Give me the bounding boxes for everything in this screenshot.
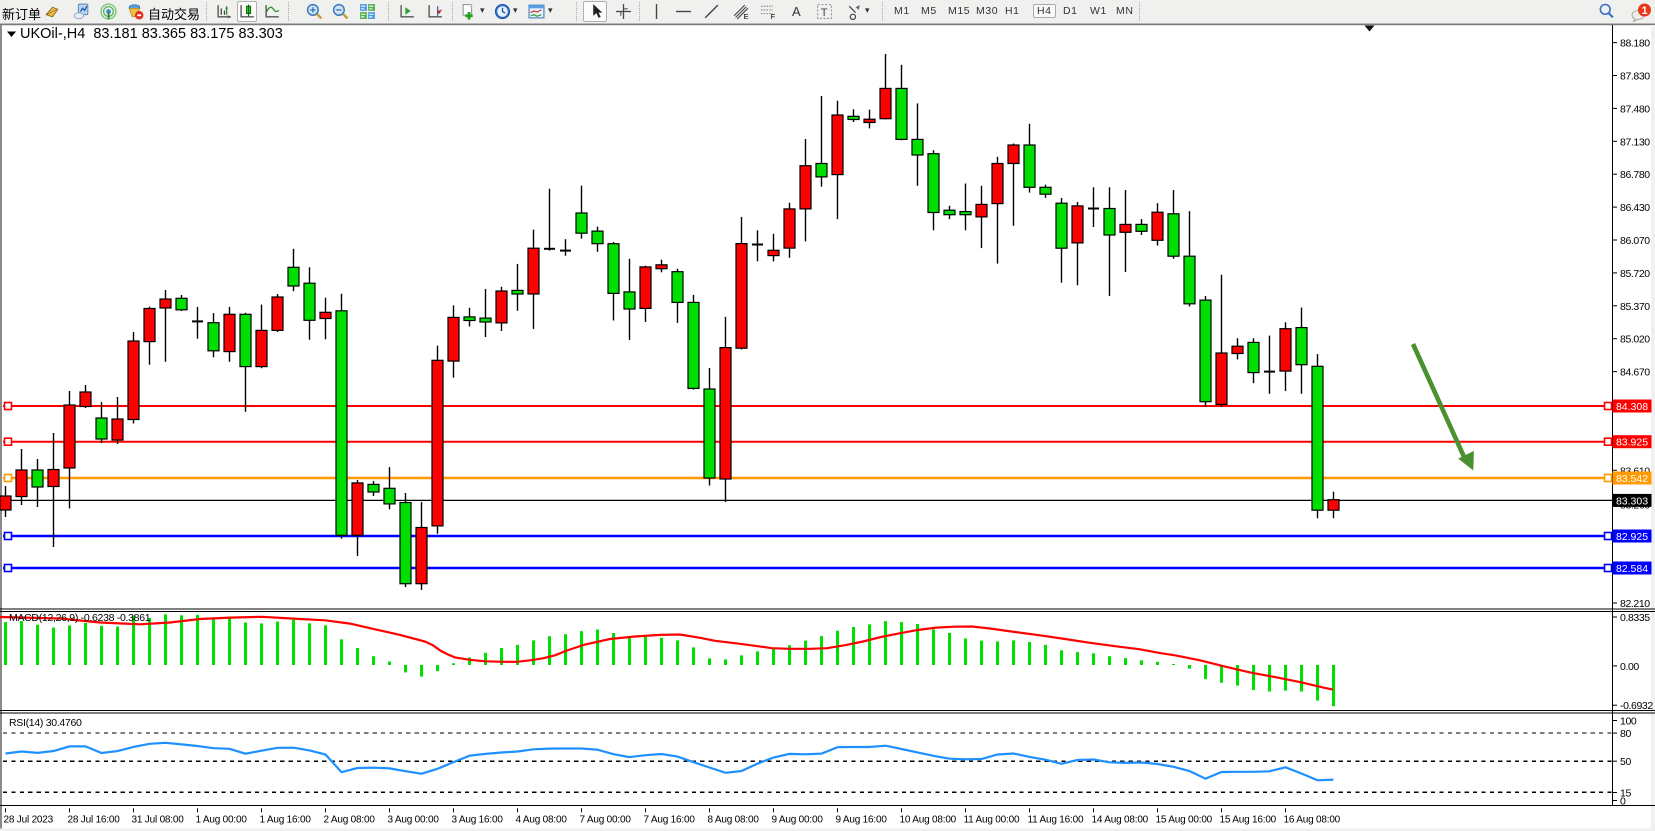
svg-text:14 Aug 08:00: 14 Aug 08:00 [1092,814,1149,825]
svg-text:100: 100 [1620,716,1637,728]
svg-text:85.020: 85.020 [1620,334,1650,346]
svg-text:7 Aug 16:00: 7 Aug 16:00 [644,814,696,825]
svg-text:1 Aug 16:00: 1 Aug 16:00 [260,814,312,825]
svg-text:MACD(12,26,9) -0.6238 -0.3861: MACD(12,26,9) -0.6238 -0.3861 [9,612,151,624]
svg-text:3 Aug 16:00: 3 Aug 16:00 [452,814,504,825]
svg-text:84.670: 84.670 [1620,367,1650,379]
svg-text:87.830: 87.830 [1620,71,1650,83]
svg-text:1 Aug 00:00: 1 Aug 00:00 [196,814,248,825]
svg-text:80: 80 [1620,728,1631,740]
svg-text:83.542: 83.542 [1616,473,1648,485]
svg-text:82.925: 82.925 [1616,531,1648,543]
svg-text:84.308: 84.308 [1616,401,1648,413]
svg-text:UKOil-,H4 83.181 83.365 83.17: UKOil-,H4 83.181 83.365 83.175 83.303 [20,26,283,42]
svg-text:11 Aug 00:00: 11 Aug 00:00 [964,814,1020,825]
svg-text:-0.6932: -0.6932 [1620,700,1653,712]
svg-text:82.584: 82.584 [1616,563,1648,575]
svg-text:85.370: 85.370 [1620,301,1650,313]
svg-text:16 Aug 08:00: 16 Aug 08:00 [1284,814,1341,825]
svg-text:10 Aug 08:00: 10 Aug 08:00 [900,814,957,825]
svg-text:85.720: 85.720 [1620,268,1650,280]
svg-text:RSI(14) 30.4760: RSI(14) 30.4760 [9,717,82,729]
svg-text:28 Jul 16:00: 28 Jul 16:00 [68,814,121,825]
svg-text:15 Aug 00:00: 15 Aug 00:00 [1156,814,1213,825]
svg-text:0: 0 [1620,796,1626,808]
svg-text:1: 1 [1641,5,1647,17]
svg-text:86.780: 86.780 [1620,169,1650,181]
svg-text:31 Jul 08:00: 31 Jul 08:00 [132,814,185,825]
svg-text:F: F [771,12,776,20]
svg-text:82.210: 82.210 [1620,598,1650,610]
svg-text:8 Aug 08:00: 8 Aug 08:00 [708,814,760,825]
svg-text:87.130: 87.130 [1620,136,1650,148]
svg-text:83.303: 83.303 [1616,495,1648,507]
svg-text:9 Aug 00:00: 9 Aug 00:00 [772,814,824,825]
svg-text:11 Aug 16:00: 11 Aug 16:00 [1028,814,1084,825]
svg-text:15: 15 [1620,788,1631,800]
svg-text:E: E [744,12,749,20]
svg-text:2 Aug 08:00: 2 Aug 08:00 [324,814,376,825]
svg-text:3 Aug 00:00: 3 Aug 00:00 [388,814,440,825]
svg-text:4 Aug 08:00: 4 Aug 08:00 [516,814,568,825]
svg-text:83.925: 83.925 [1616,437,1648,449]
svg-text:50: 50 [1620,756,1631,768]
svg-text:T: T [821,7,828,19]
svg-text:86.070: 86.070 [1620,235,1650,247]
svg-text:0.8335: 0.8335 [1620,612,1650,624]
svg-text:88.180: 88.180 [1620,38,1650,50]
svg-text:86.430: 86.430 [1620,202,1650,214]
svg-text:9 Aug 16:00: 9 Aug 16:00 [836,814,888,825]
svg-text:15 Aug 16:00: 15 Aug 16:00 [1220,814,1277,825]
svg-text:7 Aug 00:00: 7 Aug 00:00 [580,814,632,825]
svg-text:87.480: 87.480 [1620,103,1650,115]
svg-text:28 Jul 2023: 28 Jul 2023 [4,814,54,825]
svg-text:0.00: 0.00 [1620,661,1639,673]
